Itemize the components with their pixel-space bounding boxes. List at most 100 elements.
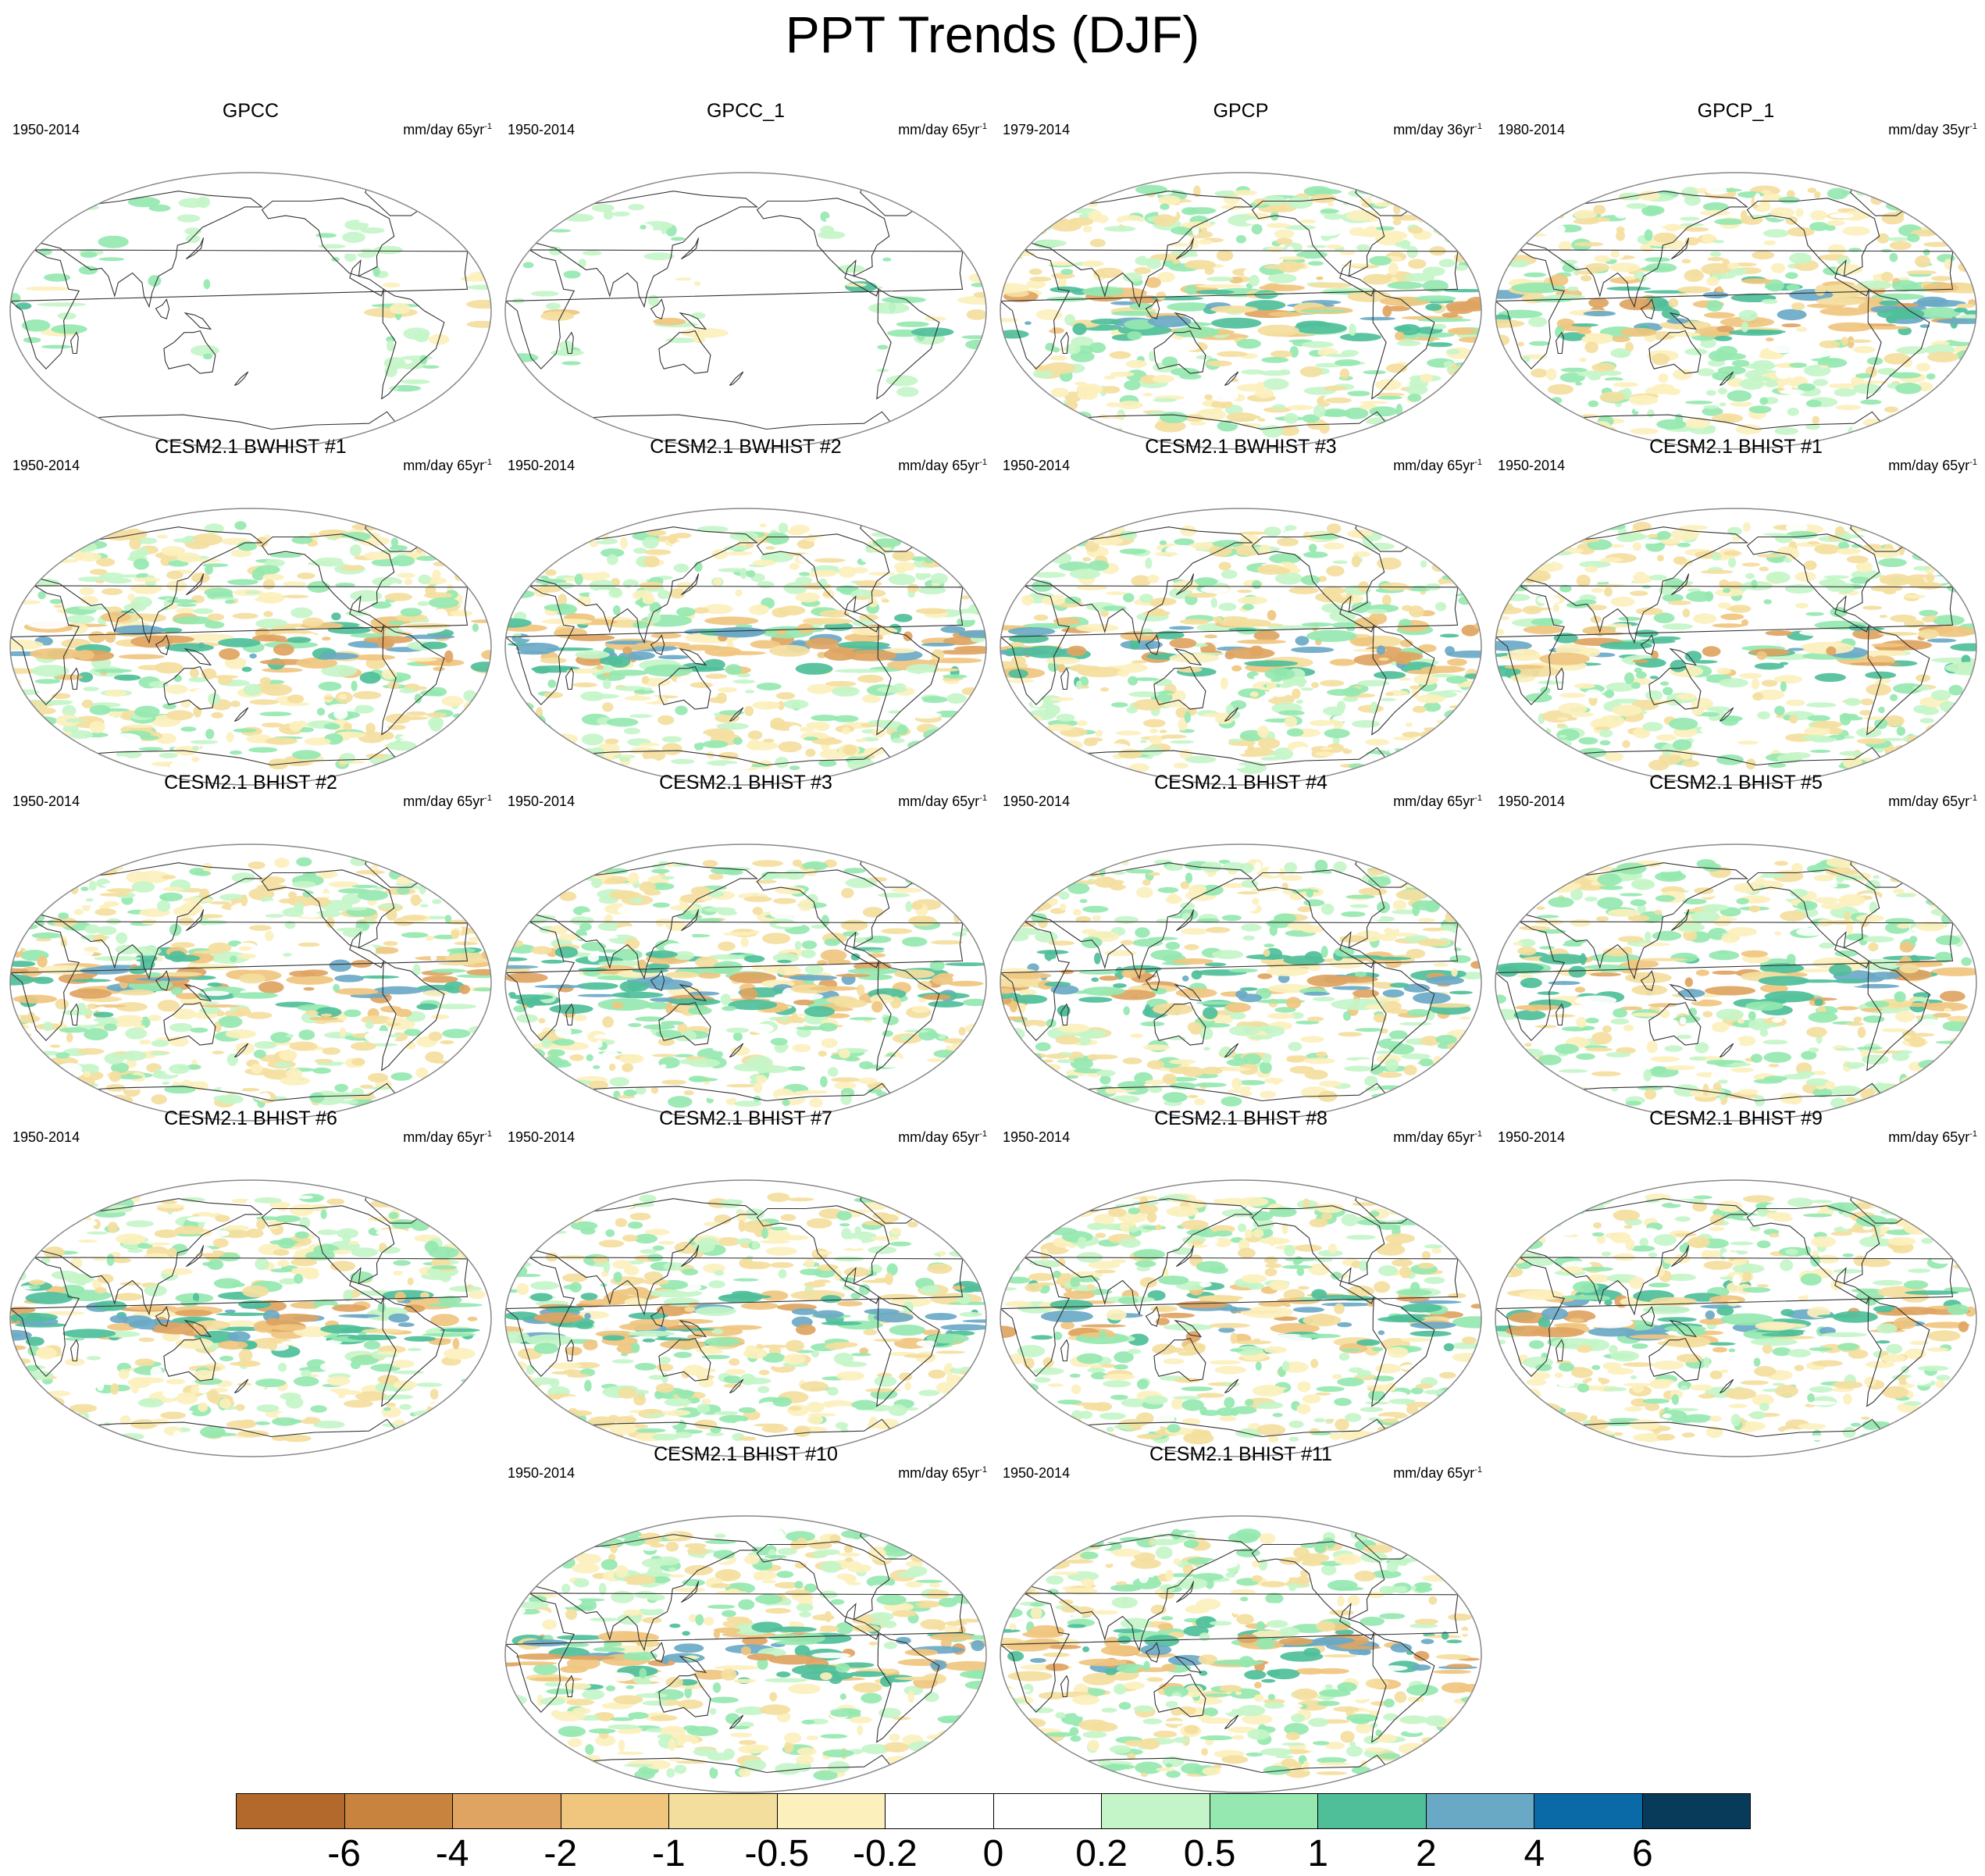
- trend-blob: [173, 538, 196, 543]
- trend-blob: [1382, 305, 1392, 317]
- trend-blob: [640, 225, 646, 230]
- trend-blob: [1522, 558, 1553, 565]
- trend-blob: [851, 954, 861, 961]
- trend-blob: [1890, 694, 1898, 701]
- trend-blob: [1645, 202, 1652, 205]
- trend-blob: [908, 915, 936, 926]
- trend-blob: [876, 1091, 887, 1097]
- trend-blob: [426, 737, 449, 745]
- trend-blob: [457, 1057, 469, 1068]
- trend-blob: [1751, 376, 1772, 381]
- trend-blob: [948, 1068, 966, 1077]
- trend-blob: [1056, 714, 1074, 722]
- trend-blob: [371, 601, 391, 608]
- trend-blob: [1878, 558, 1907, 567]
- trend-blob: [877, 687, 907, 693]
- trend-blob: [1397, 524, 1429, 533]
- trend-blob: [1025, 1053, 1046, 1058]
- trend-blob: [1117, 670, 1130, 677]
- trend-blob: [1120, 548, 1146, 555]
- trend-blob: [1575, 270, 1597, 274]
- trend-blob: [886, 375, 918, 386]
- panel-units-base: mm/day 65yr: [1393, 458, 1474, 473]
- trend-blob: [729, 531, 758, 540]
- trend-blob: [1714, 230, 1735, 236]
- trend-blob: [1419, 526, 1428, 531]
- trend-blob: [124, 725, 155, 728]
- trend-blob: [252, 569, 265, 580]
- trend-blob: [1700, 210, 1730, 216]
- trend-blob: [1145, 250, 1152, 259]
- trend-blob: [1067, 646, 1086, 656]
- trend-blob: [1123, 273, 1143, 282]
- trend-blob: [51, 324, 87, 333]
- trend-blob: [1618, 617, 1641, 622]
- trend-blob: [1156, 918, 1167, 923]
- trend-blob: [1673, 739, 1692, 750]
- trend-blob: [429, 597, 459, 608]
- trend-blob: [52, 1081, 77, 1092]
- trend-blob: [1263, 284, 1282, 291]
- trend-blob: [1811, 358, 1841, 362]
- trend-blob: [1276, 238, 1293, 245]
- trend-blob: [1185, 257, 1200, 261]
- trend-blob: [1741, 322, 1749, 332]
- trend-blob: [1329, 610, 1356, 622]
- trend-blob: [147, 636, 194, 644]
- trend-blob: [1302, 622, 1334, 626]
- trend-blob: [1424, 217, 1454, 221]
- trend-blob: [942, 674, 967, 678]
- trend-blob: [702, 1066, 715, 1076]
- trend-blob: [799, 572, 810, 576]
- trend-blob: [1712, 623, 1744, 628]
- trend-blob: [151, 1040, 169, 1047]
- trend-blob: [1795, 209, 1803, 217]
- trend-blob: [1518, 553, 1541, 558]
- trend-blob: [748, 739, 761, 750]
- trend-blob: [1169, 626, 1194, 630]
- trend-blob: [20, 572, 33, 583]
- trend-blob: [1210, 305, 1258, 312]
- trend-blob: [1906, 202, 1918, 211]
- trend-blob: [1377, 645, 1385, 654]
- trend-blob: [12, 601, 41, 605]
- trend-blob: [749, 605, 769, 615]
- trend-blob: [99, 893, 130, 897]
- panel-units-base: mm/day 36yr: [1393, 122, 1474, 137]
- trend-blob: [660, 1065, 666, 1068]
- trend-blob: [1686, 591, 1713, 602]
- trend-blob: [225, 600, 234, 604]
- world-map: [498, 433, 993, 793]
- trend-blob: [1788, 648, 1805, 651]
- trend-blob: [79, 266, 98, 274]
- trend-blob: [209, 901, 231, 904]
- trend-blob: [820, 1076, 828, 1087]
- trend-blob: [997, 330, 1029, 338]
- trend-blob: [1949, 685, 1963, 696]
- trend-blob: [1040, 1087, 1057, 1095]
- trend-blob: [232, 872, 255, 883]
- trend-blob: [361, 227, 385, 234]
- trend-blob: [543, 205, 573, 217]
- trend-blob: [1834, 388, 1857, 397]
- trend-blob: [77, 542, 97, 551]
- trend-blob: [735, 590, 742, 597]
- trend-blob: [288, 891, 297, 898]
- trend-blob: [1094, 953, 1101, 965]
- trend-blob: [579, 259, 586, 267]
- trend-blob: [1448, 327, 1477, 334]
- trend-blob: [1612, 337, 1630, 342]
- trend-blob: [1064, 314, 1075, 326]
- trend-blob: [7, 1024, 30, 1030]
- trend-blob: [947, 981, 983, 986]
- trend-blob: [1557, 723, 1566, 726]
- trend-blob: [1048, 877, 1068, 884]
- trend-blob: [1706, 300, 1723, 312]
- trend-blob: [1043, 1090, 1065, 1100]
- trend-blob: [529, 893, 540, 905]
- trend-blob: [1267, 247, 1284, 252]
- trend-blob: [661, 1080, 686, 1085]
- trend-blob: [1375, 379, 1401, 391]
- trend-blob: [1222, 915, 1242, 921]
